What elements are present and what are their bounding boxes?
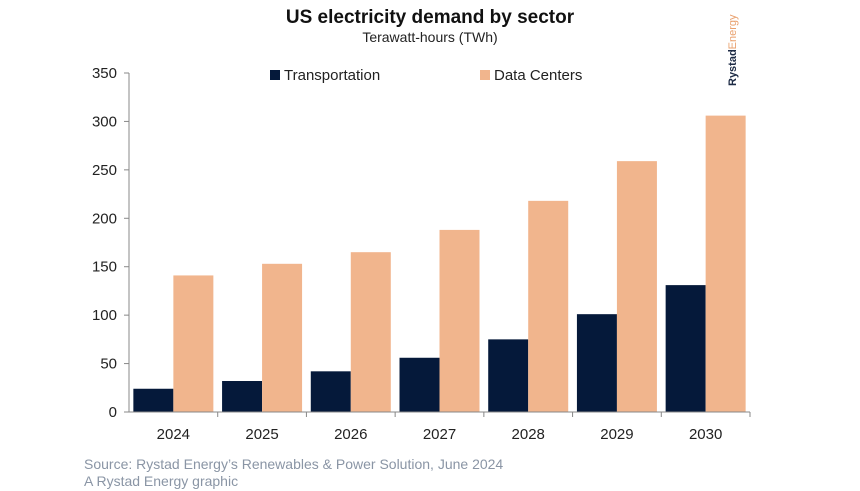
bar-transportation-2027 [399,357,440,412]
chart-title: US electricity demand by sector [285,7,575,28]
chart-subtitle: Terawatt-hours (TWh) [362,29,498,45]
bar-transportation-2028 [488,339,529,412]
legend-label: Transportation [284,67,380,84]
x-tick-label: 2030 [689,426,722,443]
bar-transportation-2025 [222,381,263,412]
y-tick-label: 300 [92,113,117,130]
y-tick-label: 350 [92,65,117,82]
bar-transportation-2026 [310,371,351,412]
rystad-energy-logo: RystadEnergy [727,14,739,86]
y-tick-label: 50 [100,356,117,373]
x-tick-label: 2025 [245,426,278,443]
credit-note: A Rystad Energy graphic [84,473,239,489]
y-tick-label: 200 [92,210,117,227]
legend-swatch [270,70,280,80]
bar-data-centers-2026 [350,252,391,412]
legend-label: Data Centers [494,67,582,84]
bar-data-centers-2029 [616,161,657,412]
y-tick-label: 150 [92,259,117,276]
bar-data-centers-2027 [439,229,480,412]
bar-data-centers-2028 [528,200,569,412]
x-tick-label: 2027 [423,426,456,443]
svg-text:RystadEnergy: RystadEnergy [727,14,739,86]
x-tick-label: 2026 [334,426,367,443]
source-note: Source: Rystad Energy’s Renewables & Pow… [84,456,504,472]
legend-swatch [480,70,490,80]
bar-data-centers-2025 [262,263,303,412]
x-tick-label: 2028 [512,426,545,443]
y-tick-label: 0 [109,404,117,421]
bar-transportation-2030 [665,285,706,412]
x-tick-label: 2029 [600,426,633,443]
bar-transportation-2024 [133,388,174,412]
x-tick-label: 2024 [157,426,190,443]
bar-transportation-2029 [576,314,617,412]
bar-data-centers-2030 [705,115,746,413]
y-tick-label: 250 [92,162,117,179]
bar-data-centers-2024 [173,275,214,412]
y-tick-label: 100 [92,307,117,324]
